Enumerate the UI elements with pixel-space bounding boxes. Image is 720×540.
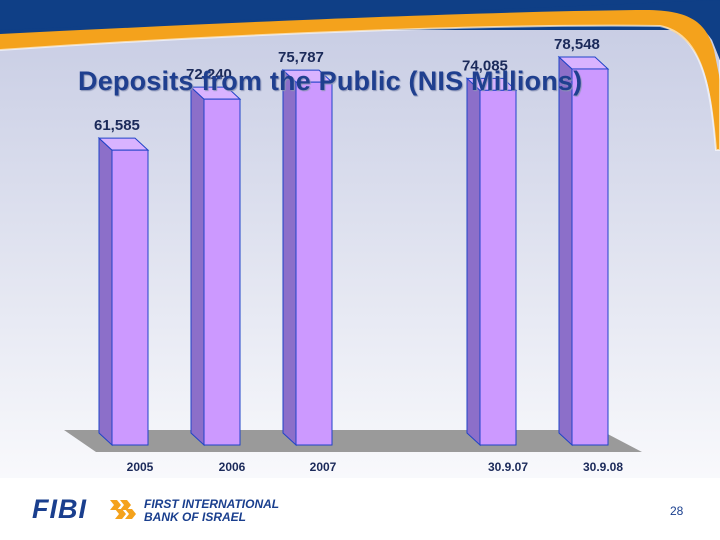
value-label-30.9.07: 74,085	[462, 57, 508, 74]
bar-2006	[189, 86, 242, 447]
x-tick-label-2006: 2006	[219, 460, 246, 474]
fibi-emblem-icon	[110, 500, 136, 519]
x-tick-label-30.9.08: 30.9.08	[583, 460, 623, 474]
logo-wordmark: FIBI	[32, 494, 87, 524]
accent-swoosh	[0, 9, 720, 151]
page-number: 28	[670, 504, 684, 518]
x-tick-label-2007: 2007	[310, 460, 337, 474]
x-tick-label-30.9.07: 30.9.07	[488, 460, 528, 474]
x-tick-label-2005: 2005	[127, 460, 154, 474]
logo-line-2: BANK OF ISRAEL	[144, 510, 246, 524]
bar-2005	[97, 137, 150, 447]
value-label-30.9.08: 78,548	[554, 36, 600, 53]
bar-30.9.07	[465, 77, 518, 447]
bar-2007	[281, 69, 334, 447]
bar-30.9.08	[557, 55, 610, 447]
value-label-2006: 72,240	[186, 66, 232, 83]
chart-floor	[64, 430, 642, 452]
value-label-2005: 61,585	[94, 117, 140, 134]
value-label-2007: 75,787	[278, 49, 324, 66]
slide-title: Deposits from the Public (NIS Millions)	[78, 66, 583, 96]
logo-line-1: FIRST INTERNATIONAL	[144, 497, 280, 511]
